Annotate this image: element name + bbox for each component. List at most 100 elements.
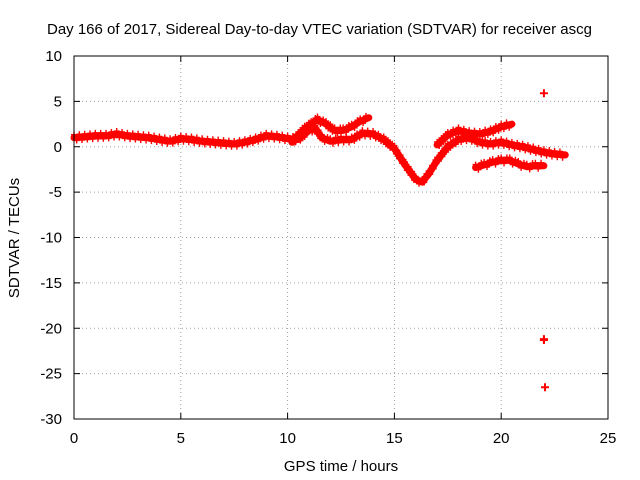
data-point	[81, 130, 88, 137]
data-point	[223, 143, 230, 150]
data-point	[460, 125, 467, 132]
data-point	[518, 164, 525, 171]
data-point	[318, 131, 325, 138]
data-point	[478, 159, 485, 166]
data-point	[486, 157, 493, 164]
data-point	[108, 128, 115, 135]
data-point	[506, 124, 513, 131]
data-point	[236, 137, 243, 144]
data-point	[323, 118, 330, 125]
data-point	[351, 137, 358, 144]
data-point	[468, 138, 475, 145]
data-point	[535, 165, 542, 172]
data-point	[409, 168, 416, 175]
data-point	[317, 135, 324, 142]
data-point	[204, 135, 211, 142]
data-point	[233, 143, 240, 150]
data-point	[468, 133, 475, 140]
data-point	[348, 133, 355, 140]
data-point	[201, 141, 208, 148]
x-tick-label: 15	[386, 430, 403, 447]
data-point	[338, 133, 344, 140]
data-point	[129, 130, 136, 137]
y-tick-label: 0	[54, 139, 62, 156]
data-point	[395, 155, 402, 162]
x-tick-label: 20	[493, 430, 510, 447]
data-point	[503, 137, 510, 144]
data-point	[427, 171, 434, 178]
data-point	[492, 123, 499, 130]
data-layer	[70, 89, 569, 392]
data-point	[487, 138, 494, 145]
data-point	[97, 129, 104, 136]
data-point	[241, 136, 248, 143]
data-point	[215, 136, 222, 143]
data-point	[301, 122, 308, 129]
data-point	[532, 150, 539, 157]
data-point	[463, 132, 470, 139]
data-point	[439, 153, 446, 160]
y-tick-label: 10	[45, 48, 62, 65]
data-point	[481, 158, 488, 165]
data-point	[167, 135, 174, 142]
series-outliers	[539, 89, 549, 392]
data-point	[452, 131, 459, 138]
data-point	[185, 139, 192, 146]
data-point	[73, 137, 80, 144]
data-point	[412, 173, 419, 180]
data-point	[375, 130, 382, 137]
data-point	[92, 129, 99, 136]
data-point	[500, 126, 507, 133]
data-point	[257, 131, 264, 138]
data-point	[263, 129, 270, 136]
data-point	[530, 143, 537, 150]
data-point	[514, 139, 521, 146]
data-point	[540, 146, 547, 153]
data-point	[321, 138, 328, 145]
data-point	[495, 127, 502, 134]
data-point	[370, 128, 377, 135]
data-point	[342, 129, 349, 136]
x-tick-label: 25	[600, 430, 617, 447]
data-point	[310, 122, 317, 129]
data-point	[362, 112, 369, 119]
data-point	[391, 142, 398, 149]
data-point	[247, 134, 254, 141]
data-point	[367, 133, 374, 140]
data-point	[512, 156, 519, 163]
data-point	[441, 145, 448, 152]
data-point	[288, 136, 295, 143]
data-point	[239, 142, 246, 149]
data-point	[335, 139, 342, 146]
data-point	[378, 138, 385, 145]
data-point	[175, 139, 182, 146]
data-point	[498, 136, 505, 143]
data-point	[397, 151, 404, 158]
data-point	[324, 134, 331, 141]
data-point	[474, 141, 481, 148]
data-point	[458, 131, 465, 138]
data-point	[476, 128, 483, 135]
data-point	[161, 134, 168, 141]
data-point	[434, 138, 441, 145]
data-point	[394, 147, 401, 154]
data-point	[111, 134, 118, 141]
data-point	[297, 132, 304, 139]
outlier-point	[540, 383, 549, 392]
outlier-point	[539, 89, 548, 98]
data-point	[284, 132, 291, 139]
data-point	[79, 136, 86, 143]
data-point	[228, 143, 235, 150]
data-point	[508, 138, 515, 145]
data-point	[410, 177, 417, 183]
data-point	[535, 144, 542, 151]
data-point	[559, 154, 566, 161]
data-point	[538, 151, 545, 158]
data-point	[484, 132, 491, 139]
data-point	[295, 128, 302, 135]
data-point	[249, 140, 256, 147]
data-point	[475, 166, 482, 173]
data-point	[100, 135, 107, 142]
y-tick-label: 5	[54, 93, 62, 110]
y-tick-label: -10	[40, 230, 62, 247]
